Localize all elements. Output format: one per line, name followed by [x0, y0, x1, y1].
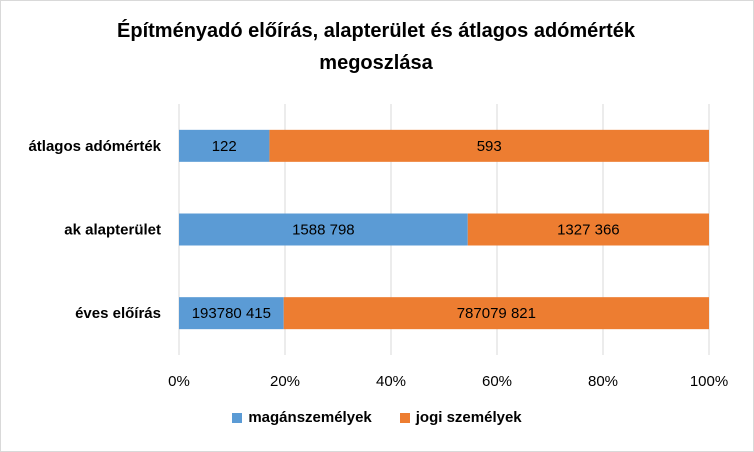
category-label: ak alapterület	[64, 222, 161, 239]
category-label: éves előírás	[75, 305, 161, 322]
bar-maganszemelyek	[179, 297, 284, 330]
chart-title: Építményadó előírás, alapterület és átla…	[117, 20, 635, 74]
data-label: 122	[212, 138, 237, 155]
legend-item-jogi-szemelyek: jogi személyek	[399, 409, 522, 426]
x-tick-label: 80%	[588, 373, 618, 390]
bar-jogi-szemelyek	[283, 297, 709, 330]
x-tick-label: 100%	[690, 373, 728, 390]
category-label: átlagos adómérték	[28, 138, 161, 155]
legend-label-jogi-szemelyek: jogi személyek	[415, 409, 522, 426]
legend-item-maganszemelyek: magánszemélyek	[232, 409, 372, 426]
x-tick-label: 20%	[270, 373, 300, 390]
bar-maganszemelyek	[179, 213, 468, 246]
data-label: 787079 821	[457, 305, 536, 322]
legend-label-maganszemelyek: magánszemélyek	[248, 409, 372, 426]
bar-jogi-szemelyek	[467, 213, 709, 246]
bar-maganszemelyek	[179, 129, 270, 162]
data-label: 593	[477, 138, 502, 155]
data-label: 1327 366	[557, 222, 620, 239]
x-tick-label: 40%	[376, 373, 406, 390]
legend-swatch-jogi-szemelyek	[399, 412, 410, 423]
legend-swatch-maganszemelyek	[232, 412, 243, 423]
data-label: 1588 798	[292, 222, 355, 239]
x-tick-label: 60%	[482, 373, 512, 390]
legend: magánszemélyek jogi személyek	[1, 409, 753, 426]
bar-jogi-szemelyek	[269, 129, 709, 162]
data-label: 193780 415	[192, 305, 271, 322]
x-tick-label: 0%	[168, 373, 190, 390]
